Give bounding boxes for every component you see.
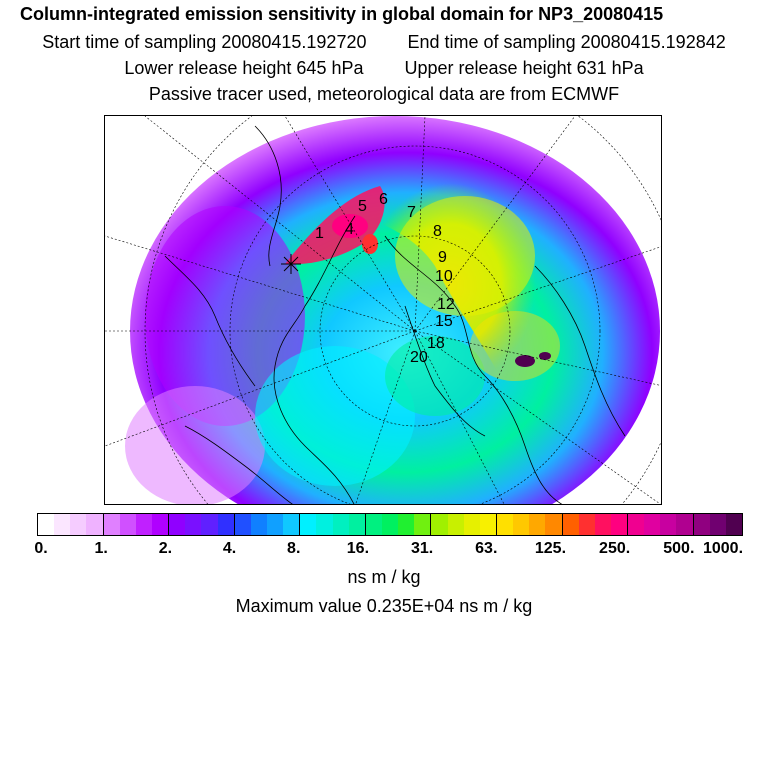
trajectory-marker-20: 20 xyxy=(410,349,428,366)
colorbar-segment xyxy=(201,514,218,535)
graticule xyxy=(105,116,661,504)
colorbar-tick-0: 0. xyxy=(34,540,48,557)
southwest-pink-region xyxy=(125,386,265,504)
colorbar-segment xyxy=(169,514,186,535)
trajectory-marker-15: 15 xyxy=(435,313,453,330)
colorbar-tick-11: 1000. xyxy=(702,540,744,557)
emission-sensitivity-map: 1 4 5 6 7 8 9 10 12 15 18 20 xyxy=(104,115,662,505)
trajectory-marker-12: 12 xyxy=(437,296,455,313)
colorbar-segment xyxy=(693,514,710,535)
colorbar-segment xyxy=(151,514,170,535)
colorbar-segment xyxy=(266,514,284,535)
east-yellow-region xyxy=(470,311,560,381)
colorbar-segment xyxy=(70,514,87,535)
colorbar-segment xyxy=(316,514,333,535)
colorbar-segment xyxy=(479,514,497,535)
colorbar-tick-5: 16. xyxy=(346,540,370,557)
colorbar-segment xyxy=(529,514,546,535)
colorbar-segment xyxy=(300,514,317,535)
colorbar-tick-7: 63. xyxy=(475,540,498,557)
colorbar-segment xyxy=(447,514,464,535)
colorbar-segment xyxy=(578,514,595,535)
trajectory-marker-8: 8 xyxy=(433,223,442,240)
plume-core xyxy=(332,214,368,238)
maximum-value: Maximum value 0.235E+04 ns m / kg xyxy=(235,596,533,616)
end-time: End time of sampling 20080415.192842 xyxy=(407,32,726,52)
max-sensitivity-spot xyxy=(515,355,535,367)
colorbar-segment xyxy=(135,514,152,535)
colorbar-tick-4: 8. xyxy=(287,540,301,557)
central-cyan-region xyxy=(255,346,415,486)
colorbar-segment xyxy=(676,514,694,535)
colorbar-segment xyxy=(610,514,629,535)
colorbar-tick-10: 500. xyxy=(663,540,695,557)
colorbar-segment xyxy=(234,514,251,535)
colorbar-tick-labels: 0. 1. 2. 4. 8. 16. 31. 63. 125. 250. 500. 1000. xyxy=(0,540,768,560)
colorbar-tick-9: 250. xyxy=(599,540,631,557)
release-heights: Lower release height 645 hPa Upper relea… xyxy=(0,58,768,79)
sampling-times: Start time of sampling 20080415.192720 E… xyxy=(0,32,768,53)
colorbar-tick-1: 1. xyxy=(94,540,108,557)
colorbar-segment xyxy=(365,514,382,535)
colorbar-segment xyxy=(660,514,677,535)
colorbar-legend xyxy=(37,513,743,536)
trajectory-marker-18: 18 xyxy=(427,335,445,352)
colorbar-segment xyxy=(463,514,480,535)
colorbar-segment xyxy=(348,514,366,535)
trajectory-marker-6: 6 xyxy=(379,191,388,208)
colorbar-segment xyxy=(38,514,55,535)
colorbar-segment xyxy=(185,514,202,535)
start-time: Start time of sampling 20080415.192720 xyxy=(42,32,367,52)
max-sensitivity-spot-2 xyxy=(539,352,551,360)
colorbar-segment xyxy=(513,514,530,535)
colorbar-segment xyxy=(644,514,661,535)
colorbar-segment xyxy=(54,514,71,535)
colorbar-segment xyxy=(332,514,349,535)
colorbar-segment xyxy=(628,514,645,535)
trajectory-marker-10: 10 xyxy=(435,268,453,285)
colorbar-tick-2: 2. xyxy=(158,540,173,557)
colorbar-tick-8: 125. xyxy=(534,540,567,557)
colorbar-segment xyxy=(103,514,120,535)
colorbar-segment xyxy=(119,514,136,535)
colorbar-tick-6: 31. xyxy=(410,540,434,557)
plume-secondary xyxy=(362,234,378,254)
trajectory-marker-4: 4 xyxy=(345,221,354,238)
colorbar-segment xyxy=(496,514,514,535)
colorbar-segment xyxy=(431,514,448,535)
trajectory-marker-5: 5 xyxy=(358,198,367,215)
colorbar-segment xyxy=(398,514,415,535)
west-purple-region xyxy=(145,206,305,426)
colorbar-segment xyxy=(709,514,726,535)
colorbar-segment xyxy=(414,514,432,535)
trajectory-marker-9: 9 xyxy=(438,249,447,266)
colorbar-segment xyxy=(86,514,104,535)
upper-release-height: Upper release height 631 hPa xyxy=(404,58,644,78)
yellow-core xyxy=(395,196,535,316)
colorbar-tick-3: 4. xyxy=(222,540,237,557)
colorbar-segment xyxy=(381,514,399,535)
colorbar-segment xyxy=(725,514,743,535)
lower-release-height: Lower release height 645 hPa xyxy=(124,58,364,78)
colorbar-units: ns m / kg xyxy=(347,567,421,587)
trajectory-marker-7: 7 xyxy=(407,204,416,221)
colorbar-segment xyxy=(283,514,301,535)
colorbar-segment xyxy=(594,514,611,535)
central-green-region xyxy=(385,336,485,416)
colorbar-segment xyxy=(562,514,579,535)
colorbar-segment xyxy=(217,514,235,535)
trajectory-marker-1: 1 xyxy=(315,225,324,242)
colorbar-segment xyxy=(250,514,267,535)
release-location-star xyxy=(281,254,301,274)
tracer-note: Passive tracer used, meteorological data… xyxy=(148,84,620,104)
colorbar-segment xyxy=(545,514,563,535)
map-title: Column-integrated emission sensitivity i… xyxy=(20,4,664,24)
